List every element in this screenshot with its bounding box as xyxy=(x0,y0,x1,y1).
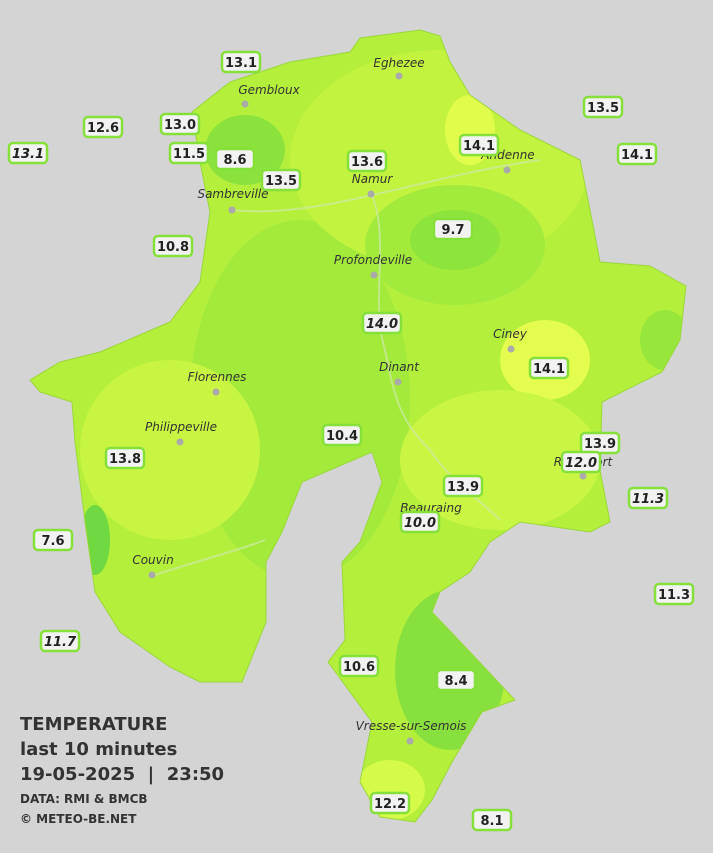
station-box xyxy=(168,141,210,165)
town-label: Sambreville xyxy=(197,187,268,201)
town-dot xyxy=(148,571,156,579)
station-value: 13.1 xyxy=(12,147,44,162)
station-box xyxy=(458,133,500,157)
station-value: 13.9 xyxy=(584,437,616,452)
towns: EghezeeGemblouxAndenneNamurSambrevillePr… xyxy=(132,56,614,745)
station-box xyxy=(82,115,124,139)
station-value: 13.5 xyxy=(587,101,619,116)
town-dot xyxy=(176,438,184,446)
station-value: 10.6 xyxy=(343,660,375,675)
station-box xyxy=(442,474,484,498)
town-dot xyxy=(394,378,402,386)
station-box xyxy=(560,450,602,474)
station-box xyxy=(214,147,256,171)
station-box xyxy=(399,510,441,534)
station-box xyxy=(220,50,262,74)
station-value: 8.6 xyxy=(223,153,246,168)
station-value: 14.1 xyxy=(463,139,495,154)
town-dot xyxy=(406,737,414,745)
station-value: 13.8 xyxy=(109,452,141,467)
station-value: 13.1 xyxy=(225,56,257,71)
town-dot xyxy=(503,166,511,174)
station-box xyxy=(627,486,669,510)
station-value: 8.1 xyxy=(480,814,503,829)
legend: TEMPERATURE last 10 minutes 19-05-2025 |… xyxy=(20,714,224,826)
station-value: 11.3 xyxy=(658,588,690,603)
station-value: 9.7 xyxy=(441,223,464,238)
station-box xyxy=(321,423,363,447)
station-value: 8.4 xyxy=(444,674,467,689)
station-value: 10.0 xyxy=(404,516,436,531)
station-value: 10.8 xyxy=(157,240,189,255)
station-value: 14.1 xyxy=(533,362,565,377)
town-dot xyxy=(228,206,236,214)
town-label: Eghezee xyxy=(373,56,424,70)
station-box xyxy=(616,142,658,166)
town-label: Vresse-sur-Semois xyxy=(356,719,467,733)
legend-credit: © METEO-BE.NET xyxy=(20,812,137,826)
station-box xyxy=(435,668,477,692)
station-value: 12.0 xyxy=(565,456,597,471)
station-box xyxy=(582,95,624,119)
legend-title: TEMPERATURE xyxy=(20,714,167,735)
station-value: 11.7 xyxy=(44,635,77,650)
station-value: 12.2 xyxy=(374,797,406,812)
town-label: Dinant xyxy=(379,360,420,374)
town-dot xyxy=(579,472,587,480)
stations: 13.1 12.6 13.0 13.1 11.5 8.6 13.5 13.6 14.1 13.5 1… xyxy=(7,50,695,832)
station-box xyxy=(260,168,302,192)
station-value: 13.9 xyxy=(447,480,479,495)
station-value: 10.4 xyxy=(326,429,358,444)
station-value: 13.5 xyxy=(265,174,297,189)
town-dot xyxy=(395,72,403,80)
station-value: 11.3 xyxy=(632,492,664,507)
town-dot xyxy=(367,190,375,198)
station-box xyxy=(528,356,570,380)
legend-subtitle: last 10 minutes xyxy=(20,739,177,760)
station-box xyxy=(39,629,81,653)
station-box xyxy=(338,654,380,678)
station-box xyxy=(369,791,411,815)
station-value: 13.6 xyxy=(351,155,383,170)
town-dot xyxy=(370,271,378,279)
station-box xyxy=(159,112,201,136)
town-dot xyxy=(241,100,249,108)
station-box xyxy=(653,582,695,606)
town-label: Florennes xyxy=(188,370,247,384)
town-dot xyxy=(507,345,515,353)
town-label: Ciney xyxy=(493,327,528,341)
station-value: 11.5 xyxy=(173,147,205,162)
town-label: Gembloux xyxy=(238,83,300,97)
town-label: Philippeville xyxy=(145,420,217,434)
legend-timestamp: 19-05-2025 | 23:50 xyxy=(20,764,224,785)
legend-source: DATA: RMI & BMCB xyxy=(20,792,148,806)
station-box xyxy=(32,528,74,552)
station-value: 14.0 xyxy=(366,317,398,332)
station-box xyxy=(471,808,513,832)
town-label: Namur xyxy=(352,172,394,186)
town-dot xyxy=(212,388,220,396)
station-box xyxy=(7,141,49,165)
station-box xyxy=(346,149,388,173)
station-box xyxy=(152,234,194,258)
station-box xyxy=(432,217,474,241)
town-label: Profondeville xyxy=(334,253,412,267)
station-box xyxy=(361,311,403,335)
station-value: 14.1 xyxy=(621,148,653,163)
town-label: Couvin xyxy=(132,553,173,567)
station-value: 13.0 xyxy=(164,118,196,133)
station-value: 12.6 xyxy=(87,121,119,136)
station-value: 7.6 xyxy=(41,534,64,549)
station-box xyxy=(104,446,146,470)
